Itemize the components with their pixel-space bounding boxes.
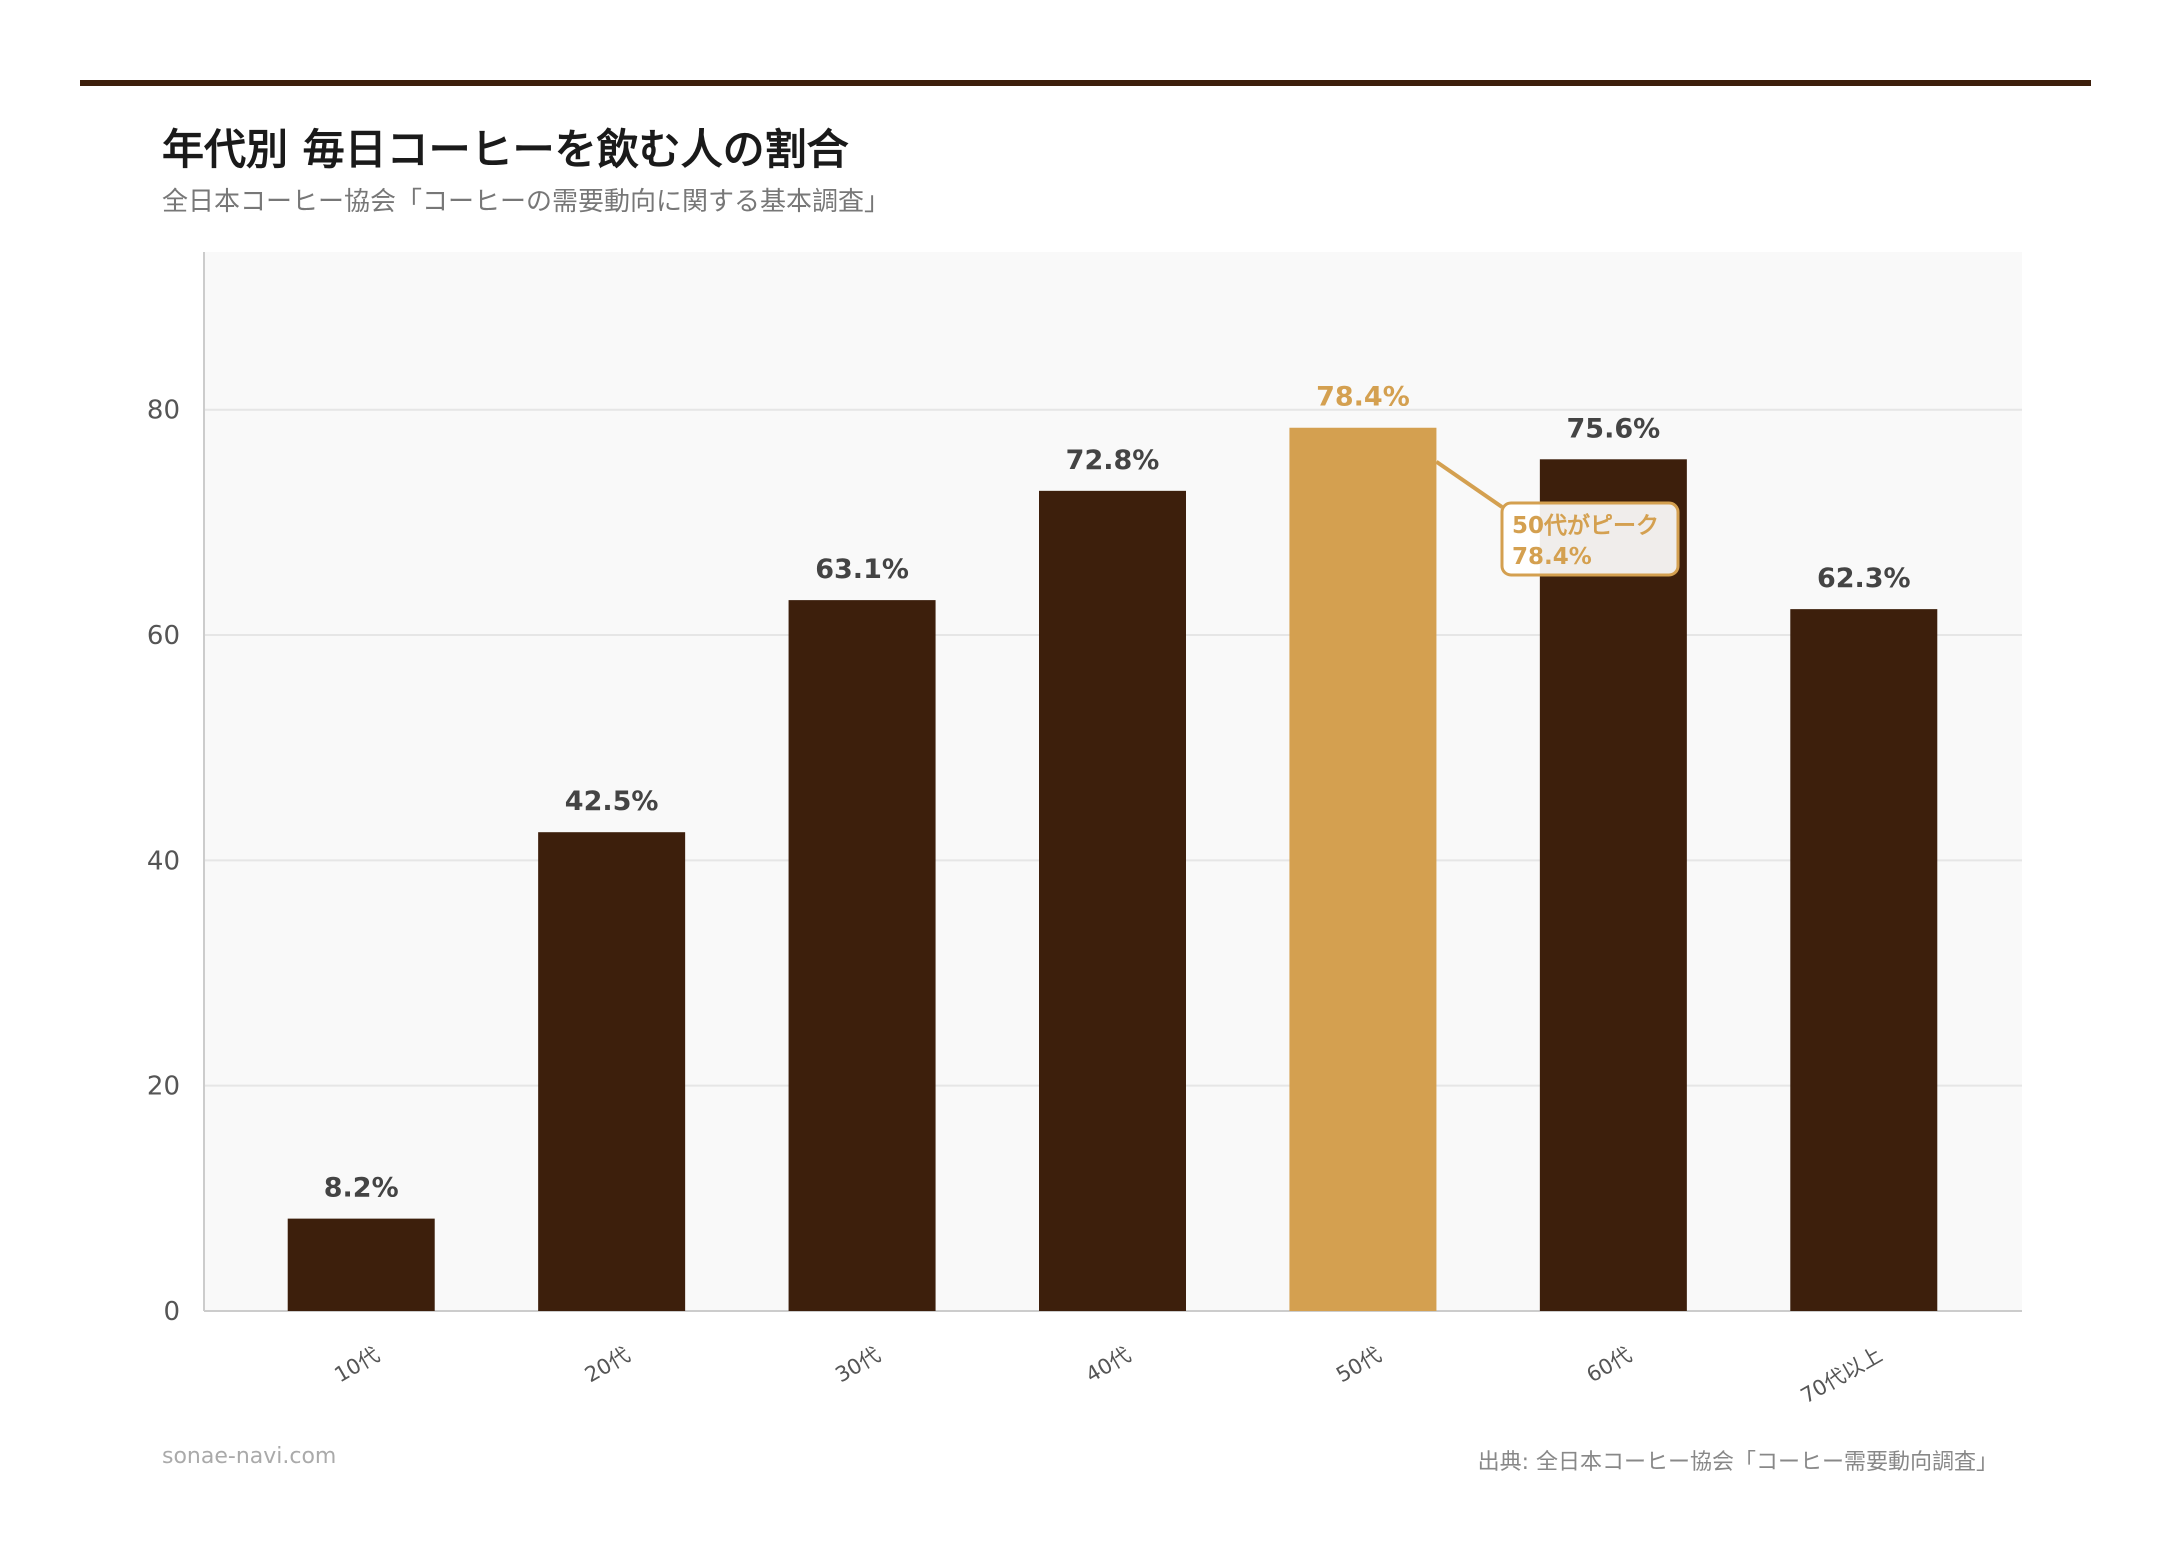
x-tick-label: 40代 <box>1082 1343 1135 1388</box>
annotation-value: 78.4% <box>1512 544 1592 570</box>
top-rule <box>80 80 2091 86</box>
value-label: 72.8% <box>1066 445 1160 476</box>
x-tick-label: 70代以上 <box>1797 1343 1887 1409</box>
annotation-text: 50代がピーク <box>1512 512 1659 539</box>
y-tick-label: 0 <box>163 1297 180 1327</box>
y-tick-label: 40 <box>147 846 180 876</box>
x-tick-label: 10代 <box>330 1343 383 1388</box>
value-label: 42.5% <box>565 786 659 817</box>
annotation-leader-line <box>1435 460 1504 509</box>
bar <box>1539 459 1687 1312</box>
value-label: 75.6% <box>1567 413 1661 444</box>
x-tick-label: 50代 <box>1332 1343 1385 1388</box>
bar <box>1039 490 1186 1312</box>
value-label: 8.2% <box>324 1173 399 1204</box>
bar <box>287 1218 435 1311</box>
bar <box>1289 427 1437 1312</box>
footer-site: sonae-navi.com <box>162 1444 337 1469</box>
x-tick-label: 60代 <box>1583 1343 1636 1388</box>
y-tick-label: 60 <box>147 621 180 651</box>
y-tick-label: 20 <box>147 1072 180 1102</box>
chart-title: 年代別 毎日コーヒーを飲む人の割合 <box>162 125 849 174</box>
annotation-box <box>1500 501 1680 577</box>
bar <box>538 832 686 1311</box>
value-label: 62.3% <box>1817 563 1911 594</box>
x-tick-label: 20代 <box>581 1343 634 1388</box>
bar <box>788 600 936 1311</box>
value-label: 63.1% <box>815 554 909 585</box>
y-tick-label: 80 <box>147 396 180 426</box>
value-label: 78.4% <box>1316 382 1410 413</box>
footer-source: 出典: 全日本コーヒー協会「コーヒー需要動向調査」 <box>1477 1450 1998 1475</box>
chart-subtitle: 全日本コーヒー協会「コーヒーの需要動向に関する基本調査」 <box>162 187 891 217</box>
bar <box>1790 609 1938 1311</box>
x-tick-label: 30代 <box>831 1343 884 1388</box>
